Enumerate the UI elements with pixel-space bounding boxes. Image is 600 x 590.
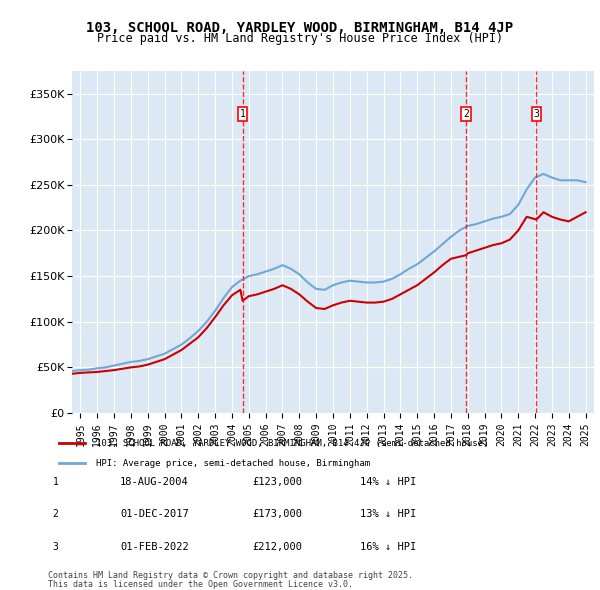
- Text: £212,000: £212,000: [252, 542, 302, 552]
- Text: 2: 2: [53, 509, 58, 519]
- Text: 103, SCHOOL ROAD, YARDLEY WOOD, BIRMINGHAM, B14 4JP (semi-detached house): 103, SCHOOL ROAD, YARDLEY WOOD, BIRMINGH…: [95, 440, 488, 448]
- Text: 1: 1: [53, 477, 58, 487]
- Text: 103, SCHOOL ROAD, YARDLEY WOOD, BIRMINGHAM, B14 4JP: 103, SCHOOL ROAD, YARDLEY WOOD, BIRMINGH…: [86, 21, 514, 35]
- Text: Price paid vs. HM Land Registry's House Price Index (HPI): Price paid vs. HM Land Registry's House …: [97, 32, 503, 45]
- Text: Contains HM Land Registry data © Crown copyright and database right 2025.: Contains HM Land Registry data © Crown c…: [48, 571, 413, 580]
- Text: 01-FEB-2022: 01-FEB-2022: [120, 542, 189, 552]
- Text: 14% ↓ HPI: 14% ↓ HPI: [360, 477, 416, 487]
- Text: £123,000: £123,000: [252, 477, 302, 487]
- Text: 3: 3: [53, 542, 58, 552]
- Text: 01-DEC-2017: 01-DEC-2017: [120, 510, 189, 519]
- Text: £173,000: £173,000: [252, 510, 302, 519]
- Text: HPI: Average price, semi-detached house, Birmingham: HPI: Average price, semi-detached house,…: [95, 459, 370, 468]
- Text: 1: 1: [239, 109, 245, 119]
- Text: 3: 3: [533, 109, 539, 119]
- Text: 13% ↓ HPI: 13% ↓ HPI: [360, 510, 416, 519]
- Text: This data is licensed under the Open Government Licence v3.0.: This data is licensed under the Open Gov…: [48, 579, 353, 589]
- Text: 2: 2: [463, 109, 469, 119]
- Text: 16% ↓ HPI: 16% ↓ HPI: [360, 542, 416, 552]
- Text: 18-AUG-2004: 18-AUG-2004: [120, 477, 189, 487]
